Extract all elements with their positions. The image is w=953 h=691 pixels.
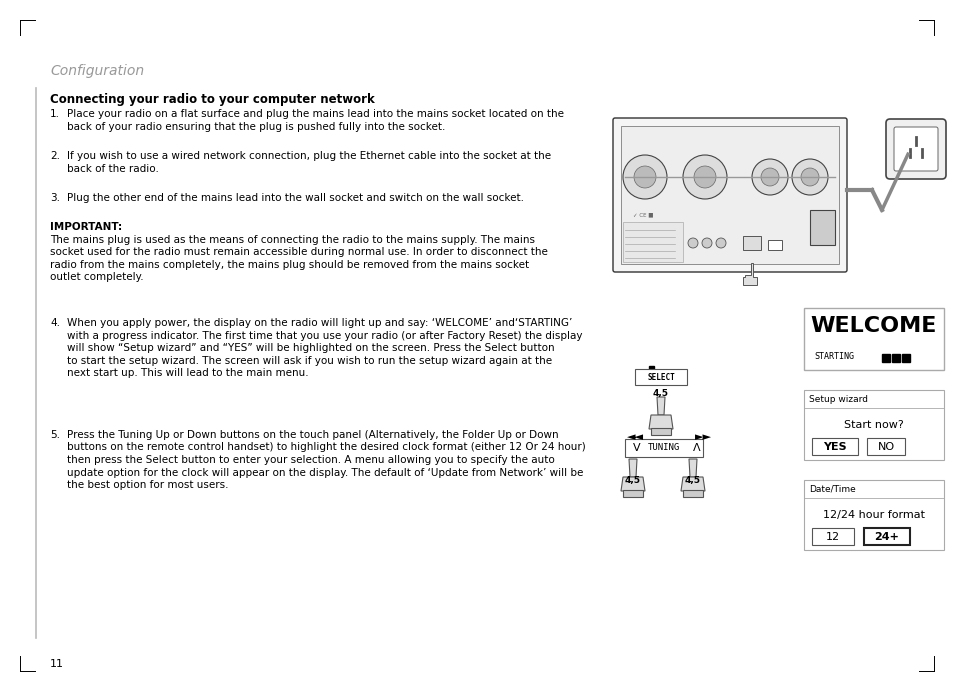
Circle shape (682, 155, 726, 199)
FancyBboxPatch shape (863, 528, 909, 545)
Text: The mains plug is used as the means of connecting the radio to the mains supply.: The mains plug is used as the means of c… (50, 234, 535, 245)
Text: Λ: Λ (692, 443, 700, 453)
Text: socket used for the radio must remain accessible during normal use. In order to : socket used for the radio must remain ac… (50, 247, 547, 257)
Circle shape (801, 168, 818, 186)
Text: ✓ CE ■: ✓ CE ■ (633, 213, 653, 218)
Text: Configuration: Configuration (50, 64, 144, 78)
FancyBboxPatch shape (885, 119, 945, 179)
FancyBboxPatch shape (613, 118, 846, 272)
Text: Date/Time: Date/Time (808, 484, 855, 493)
Text: then press the Select button to enter your selection. A menu allowing you to spe: then press the Select button to enter yo… (67, 455, 554, 465)
Text: 12: 12 (825, 532, 840, 542)
Bar (891, 354, 899, 362)
Text: back of the radio.: back of the radio. (67, 164, 159, 173)
Text: 12/24 hour format: 12/24 hour format (822, 510, 924, 520)
Circle shape (687, 238, 698, 248)
Polygon shape (742, 263, 757, 285)
Text: the best option for most users.: the best option for most users. (67, 480, 229, 490)
Polygon shape (680, 477, 704, 491)
Polygon shape (657, 397, 664, 415)
Text: 3.: 3. (50, 193, 60, 203)
Text: TUNING: TUNING (647, 444, 679, 453)
Text: Connecting your radio to your computer network: Connecting your radio to your computer n… (50, 93, 375, 106)
Bar (650, 428, 670, 435)
Text: 4,5: 4,5 (624, 477, 640, 486)
Circle shape (693, 166, 716, 188)
FancyBboxPatch shape (620, 126, 838, 264)
Text: If you wish to use a wired network connection, plug the Ethernet cable into the : If you wish to use a wired network conne… (67, 151, 551, 161)
Text: ►►: ►► (695, 432, 711, 442)
Text: Plug the other end of the mains lead into the wall socket and switch on the wall: Plug the other end of the mains lead int… (67, 193, 523, 203)
Text: next start up. This will lead to the main menu.: next start up. This will lead to the mai… (67, 368, 309, 378)
Text: ◄◄: ◄◄ (626, 432, 643, 442)
Text: update option for the clock will appear on the display. The default of ‘Update f: update option for the clock will appear … (67, 468, 583, 477)
FancyBboxPatch shape (893, 127, 937, 171)
FancyBboxPatch shape (811, 528, 853, 545)
FancyBboxPatch shape (803, 480, 943, 550)
FancyBboxPatch shape (803, 308, 943, 370)
Circle shape (751, 159, 787, 195)
Bar (901, 354, 909, 362)
Text: radio from the mains completely, the mains plug should be removed from the mains: radio from the mains completely, the mai… (50, 260, 529, 269)
Text: V: V (633, 443, 640, 453)
Text: Setup wizard: Setup wizard (808, 395, 867, 404)
Circle shape (622, 155, 666, 199)
Text: outlet completely.: outlet completely. (50, 272, 144, 282)
Circle shape (716, 238, 725, 248)
Circle shape (634, 166, 656, 188)
Bar (742, 236, 760, 250)
Text: 1.: 1. (50, 109, 60, 119)
Text: Start now?: Start now? (843, 420, 902, 430)
Text: Place your radio on a flat surface and plug the mains lead into the mains socket: Place your radio on a flat surface and p… (67, 109, 563, 119)
Circle shape (701, 238, 711, 248)
Text: When you apply power, the display on the radio will light up and say: ‘WELCOME’ : When you apply power, the display on the… (67, 318, 572, 328)
Text: YES: YES (822, 442, 846, 452)
Bar (809, 210, 834, 245)
Circle shape (760, 168, 779, 186)
Text: IMPORTANT:: IMPORTANT: (50, 222, 122, 232)
Text: 4,5: 4,5 (652, 388, 668, 397)
Bar (622, 222, 682, 262)
Text: 4,5: 4,5 (684, 477, 700, 486)
Text: will show “Setup wizard” and “YES” will be highlighted on the screen. Press the : will show “Setup wizard” and “YES” will … (67, 343, 554, 353)
Polygon shape (620, 477, 644, 491)
FancyBboxPatch shape (803, 390, 943, 460)
Text: 2.: 2. (50, 151, 60, 161)
Bar (648, 366, 654, 371)
Text: 5.: 5. (50, 430, 60, 440)
FancyBboxPatch shape (811, 438, 857, 455)
FancyBboxPatch shape (866, 438, 904, 455)
Polygon shape (688, 459, 697, 477)
Bar (882, 354, 889, 362)
Text: 4.: 4. (50, 318, 60, 328)
Text: 11: 11 (50, 659, 64, 669)
Text: Press the Tuning Up or Down buttons on the touch panel (Alternatively, the Folde: Press the Tuning Up or Down buttons on t… (67, 430, 558, 440)
Text: WELCOME: WELCOME (810, 316, 936, 336)
Text: STARTING: STARTING (813, 352, 853, 361)
Bar (767, 240, 781, 250)
Text: with a progress indicator. The first time that you use your radio (or after Fact: with a progress indicator. The first tim… (67, 330, 582, 341)
Text: buttons on the remote control handset) to highlight the desired clock format (ei: buttons on the remote control handset) t… (67, 442, 585, 453)
Bar (682, 490, 702, 497)
Text: NO: NO (877, 442, 894, 452)
Text: SELECT: SELECT (646, 372, 674, 381)
Text: back of your radio ensuring that the plug is pushed fully into the socket.: back of your radio ensuring that the plu… (67, 122, 445, 131)
Text: to start the setup wizard. The screen will ask if you wish to run the setup wiza: to start the setup wizard. The screen wi… (67, 355, 552, 366)
Bar (622, 490, 642, 497)
Polygon shape (648, 415, 672, 429)
Polygon shape (628, 459, 637, 477)
Circle shape (791, 159, 827, 195)
Text: 24+: 24+ (874, 532, 899, 542)
FancyBboxPatch shape (635, 369, 686, 385)
FancyBboxPatch shape (624, 439, 702, 457)
